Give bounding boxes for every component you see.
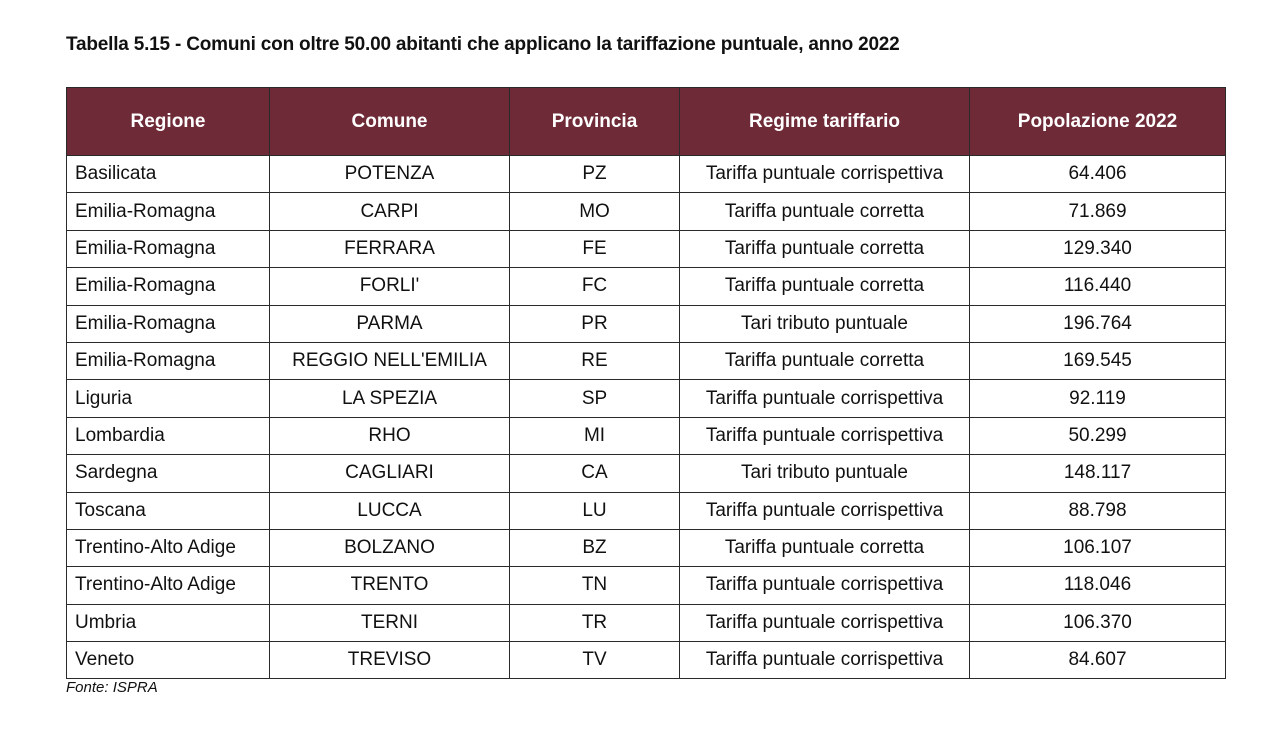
popolazione-cell: 106.107 [969,528,1226,568]
table-row: Emilia-Romagna REGGIO NELL'EMILIA RE Tariff… [66,341,1226,381]
popolazione-cell: 50.299 [969,416,1226,456]
comune-cell: CAGLIARI [269,454,510,493]
table-row: Emilia-Romagna FERRARA FE Tariffa puntuale … [66,229,1226,269]
table-row: Sardegna CAGLIARI CA Tari tributo puntuale 1… [66,454,1226,493]
regione-cell: Lombardia [66,416,270,456]
popolazione-cell: 64.406 [969,154,1226,194]
header-popolazione: Popolazione 2022 [969,87,1226,156]
comune-cell: LA SPEZIA [269,379,510,418]
provincia-cell: RE [509,341,680,381]
popolazione-cell: 196.764 [969,304,1226,343]
regione-cell: Emilia-Romagna [66,304,270,343]
regione-cell: Trentino-Alto Adige [66,528,270,568]
table-row: Emilia-Romagna FORLI' FC Tariffa puntuale c… [66,267,1226,306]
regime-cell: Tariffa puntuale corrispettiva [679,154,970,194]
comune-cell: REGGIO NELL'EMILIA [269,341,510,381]
table-row: Trentino-Alto Adige BOLZANO BZ Tariffa punt… [66,528,1226,568]
header-regione: Regione [66,87,270,156]
popolazione-cell: 84.607 [969,641,1226,680]
regime-cell: Tari tributo puntuale [679,304,970,343]
provincia-cell: FC [509,267,680,306]
table-header: Regione Comune Provincia Regime tariffar… [66,87,1226,156]
regime-cell: Tariffa puntuale corretta [679,267,970,306]
table-row: Basilicata POTENZA PZ Tariffa puntuale corr… [66,154,1226,194]
provincia-cell: MO [509,192,680,231]
provincia-cell: TR [509,603,680,643]
table-row: Trentino-Alto Adige TRENTO TN Tariffa puntu… [66,566,1226,605]
regime-cell: Tari tributo puntuale [679,454,970,493]
comune-cell: PARMA [269,304,510,343]
table-row: Veneto TREVISO TV Tariffa puntuale corrispe… [66,641,1226,680]
provincia-cell: SP [509,379,680,418]
provincia-cell: MI [509,416,680,456]
comune-cell: FERRARA [269,229,510,269]
source-note: Fonte: ISPRA [66,679,158,696]
provincia-cell: BZ [509,528,680,568]
regime-cell: Tariffa puntuale corrispettiva [679,416,970,456]
provincia-cell: PZ [509,154,680,194]
header-comune: Comune [269,87,510,156]
provincia-cell: CA [509,454,680,493]
regione-cell: Emilia-Romagna [66,229,270,269]
regime-cell: Tariffa puntuale corretta [679,341,970,381]
table-row: Toscana LUCCA LU Tariffa puntuale corrispet… [66,491,1226,530]
provincia-cell: TN [509,566,680,605]
comune-cell: TERNI [269,603,510,643]
regione-cell: Umbria [66,603,270,643]
table-row: Umbria TERNI TR Tariffa puntuale corrispett… [66,603,1226,643]
regione-cell: Sardegna [66,454,270,493]
regione-cell: Emilia-Romagna [66,341,270,381]
comune-cell: LUCCA [269,491,510,530]
popolazione-cell: 118.046 [969,566,1226,605]
regione-cell: Emilia-Romagna [66,192,270,231]
popolazione-cell: 169.545 [969,341,1226,381]
regione-cell: Veneto [66,641,270,680]
regime-cell: Tariffa puntuale corrispettiva [679,491,970,530]
regime-cell: Tariffa puntuale corretta [679,229,970,269]
comune-cell: CARPI [269,192,510,231]
table-title: Tabella 5.15 - Comuni con oltre 50.00 ab… [66,34,900,55]
comune-cell: POTENZA [269,154,510,194]
popolazione-cell: 116.440 [969,267,1226,306]
regime-cell: Tariffa puntuale corretta [679,528,970,568]
provincia-cell: PR [509,304,680,343]
regione-cell: Basilicata [66,154,270,194]
table-row: Liguria LA SPEZIA SP Tariffa puntuale corri… [66,379,1226,418]
regime-cell: Tariffa puntuale corretta [679,192,970,231]
table-row: Emilia-Romagna CARPI MO Tariffa puntuale co… [66,192,1226,231]
provincia-cell: FE [509,229,680,269]
popolazione-cell: 88.798 [969,491,1226,530]
provincia-cell: LU [509,491,680,530]
data-table: Regione Comune Provincia Regime tariffar… [66,87,1226,680]
popolazione-cell: 129.340 [969,229,1226,269]
comune-cell: TRENTO [269,566,510,605]
comune-cell: TREVISO [269,641,510,680]
regime-cell: Tariffa puntuale corrispettiva [679,379,970,418]
regime-cell: Tariffa puntuale corrispettiva [679,566,970,605]
table-body: Basilicata POTENZA PZ Tariffa puntuale corr… [66,154,1226,680]
comune-cell: BOLZANO [269,528,510,568]
popolazione-cell: 71.869 [969,192,1226,231]
comune-cell: FORLI' [269,267,510,306]
regione-cell: Liguria [66,379,270,418]
regime-cell: Tariffa puntuale corrispettiva [679,641,970,680]
popolazione-cell: 106.370 [969,603,1226,643]
regione-cell: Emilia-Romagna [66,267,270,306]
comune-cell: RHO [269,416,510,456]
table-row: Emilia-Romagna PARMA PR Tari tributo puntua… [66,304,1226,343]
header-provincia: Provincia [509,87,680,156]
regime-cell: Tariffa puntuale corrispettiva [679,603,970,643]
header-row: Regione Comune Provincia Regime tariffar… [66,87,1226,156]
popolazione-cell: 148.117 [969,454,1226,493]
header-regime-tariffario: Regime tariffario [679,87,970,156]
regione-cell: Trentino-Alto Adige [66,566,270,605]
regione-cell: Toscana [66,491,270,530]
provincia-cell: TV [509,641,680,680]
popolazione-cell: 92.119 [969,379,1226,418]
table-row: Lombardia RHO MI Tariffa puntuale corrispet… [66,416,1226,456]
